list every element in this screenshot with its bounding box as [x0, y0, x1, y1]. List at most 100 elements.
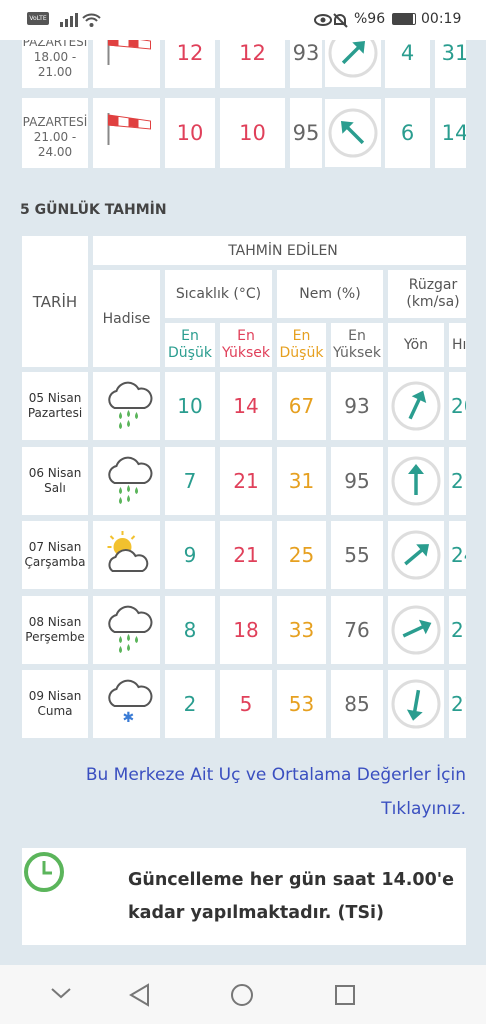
wind-speed: 4 — [385, 40, 430, 88]
hour-day: PAZARTESİ — [22, 40, 88, 49]
stats-link[interactable]: Bu Merkeze Ait Uç ve Ortalama Değerler İ… — [85, 765, 466, 819]
wind-arrow — [391, 605, 441, 655]
hour-cell: PAZARTESİ 18.00 - 21.00 — [22, 40, 88, 88]
sub-header: En Düşük — [165, 323, 215, 367]
row-date: 08 Nisan — [28, 614, 82, 629]
update-note: Güncelleme her gün saat 14.00'e kadar ya… — [128, 870, 454, 923]
sub-header: Yön — [388, 323, 444, 367]
min-temp: 10 — [165, 98, 215, 168]
row-date: 07 Nisan — [28, 540, 82, 555]
hour-time: 18.00 - 21.00 — [33, 50, 77, 79]
row-date: 05 Nisan — [28, 391, 82, 405]
temp-max: 14 — [220, 372, 272, 440]
svg-text:✱: ✱ — [123, 710, 135, 726]
wind-speed: 6 — [385, 98, 430, 168]
wind-direction — [388, 446, 444, 515]
date-cell: 06 Nisan Salı — [22, 446, 88, 515]
weather-icon — [93, 98, 160, 168]
row-day: Pazartesi — [27, 406, 83, 420]
note-box — [22, 848, 466, 945]
wind-arrow — [391, 381, 441, 431]
temp-max: 18 — [220, 595, 272, 664]
icon — [107, 113, 151, 145]
hum-max: 85 — [331, 670, 383, 739]
row-day: Perşembe — [25, 629, 85, 644]
hum-max: 76 — [331, 595, 383, 664]
wind-direction — [388, 372, 444, 440]
wind-direction — [325, 40, 381, 87]
date-cell: 05 Nisan Pazartesi — [22, 372, 88, 440]
weather-icon — [93, 40, 160, 88]
icon — [108, 605, 153, 653]
extra: 14 — [435, 98, 466, 168]
hum-header: Nem (%) — [277, 270, 383, 318]
clock-svg — [24, 852, 64, 892]
clock-icon — [20, 850, 68, 894]
date-header: TARİH — [22, 236, 88, 367]
row-day: Çarşamba — [24, 555, 86, 570]
humidity: 93 — [290, 40, 322, 88]
hum-min: 53 — [277, 670, 326, 739]
weather-icon — [93, 372, 160, 440]
date-cell: 08 Nisan Perşembe — [22, 595, 88, 664]
wind-direction — [325, 99, 381, 167]
temp-max: 5 — [220, 670, 272, 739]
sub-header: En Yüksek — [331, 323, 383, 367]
hum-max: 55 — [331, 521, 383, 590]
date-cell: 07 Nisan Çarşamba — [22, 521, 88, 590]
wind-direction — [388, 595, 444, 664]
temp-min: 7 — [165, 446, 215, 515]
wind-arrow — [391, 456, 441, 506]
max-temp: 10 — [220, 98, 285, 168]
clock: 00:19 — [421, 11, 462, 27]
wind-arrow — [391, 679, 441, 729]
sub-header: Hız — [449, 323, 466, 367]
hum-min: 67 — [277, 372, 326, 440]
wind-speed: 20 — [449, 372, 466, 440]
wind-speed: 21 — [449, 446, 466, 515]
humidity: 95 — [290, 98, 322, 168]
temp-header: Sıcaklık (°C) — [165, 270, 272, 318]
temp-min: 9 — [165, 521, 215, 590]
status-bar: VoLTE %96 00:19 — [0, 0, 486, 40]
row-day: Salı — [44, 480, 66, 495]
wind-arrow — [391, 530, 441, 580]
battery-icon — [392, 13, 416, 25]
icon — [108, 456, 153, 504]
icon — [107, 40, 151, 65]
temp-min: 8 — [165, 595, 215, 664]
max-temp: 12 — [220, 40, 285, 88]
wind-header: Rüzgar (km/sa) — [388, 270, 466, 318]
content: PAZARTESİ 18.00 - 21.00 12 12 93 4 31 PAZARTESİ… — [0, 40, 466, 965]
wind-direction — [388, 670, 444, 739]
hum-min: 31 — [277, 446, 326, 515]
hour-cell: PAZARTESİ 21.00 - 24.00 — [22, 98, 88, 168]
sub-header: En Düşük — [277, 323, 326, 367]
hum-min: 25 — [277, 521, 326, 590]
row-day: Cuma — [37, 704, 73, 719]
temp-max: 21 — [220, 446, 272, 515]
section-title: 5 GÜNLÜK TAHMİN — [20, 202, 167, 218]
icon — [107, 531, 149, 573]
extra: 31 — [435, 40, 466, 88]
nav-bar — [0, 965, 486, 1024]
network-badge: VoLTE — [27, 12, 49, 25]
hour-day: PAZARTESİ — [22, 115, 88, 129]
temp-min: 2 — [165, 670, 215, 739]
battery-text: %96 — [354, 11, 386, 27]
predicted-header: TAHMİN EDİLEN — [93, 236, 466, 265]
wind-direction — [388, 521, 444, 590]
signal-icons — [60, 13, 101, 27]
icon — [108, 381, 153, 429]
row-date: 06 Nisan — [28, 465, 82, 480]
sub-header: En Yüksek — [220, 323, 272, 367]
hum-max: 93 — [331, 372, 383, 440]
nav-icons — [51, 983, 355, 1007]
hour-time: 21.00 - 24.00 — [33, 130, 77, 159]
wind-speed: 21 — [449, 595, 466, 664]
temp-min: 10 — [165, 372, 215, 440]
hum-min: 33 — [277, 595, 326, 664]
hum-max: 95 — [331, 446, 383, 515]
weather-icon — [93, 521, 160, 590]
